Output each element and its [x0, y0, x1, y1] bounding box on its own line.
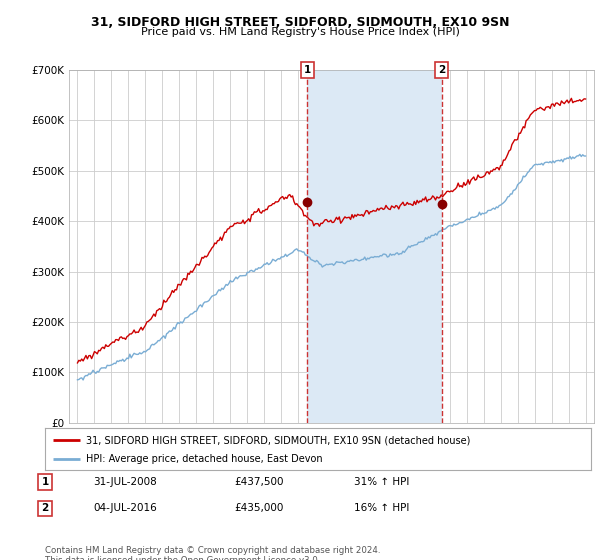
Text: 2: 2 [41, 503, 49, 514]
Text: HPI: Average price, detached house, East Devon: HPI: Average price, detached house, East… [86, 454, 323, 464]
Text: 16% ↑ HPI: 16% ↑ HPI [354, 503, 409, 514]
Text: 1: 1 [304, 65, 311, 75]
Text: 31, SIDFORD HIGH STREET, SIDFORD, SIDMOUTH, EX10 9SN: 31, SIDFORD HIGH STREET, SIDFORD, SIDMOU… [91, 16, 509, 29]
Text: 31, SIDFORD HIGH STREET, SIDFORD, SIDMOUTH, EX10 9SN (detached house): 31, SIDFORD HIGH STREET, SIDFORD, SIDMOU… [86, 435, 470, 445]
Text: 31% ↑ HPI: 31% ↑ HPI [354, 477, 409, 487]
Text: 2: 2 [438, 65, 445, 75]
Text: 04-JUL-2016: 04-JUL-2016 [93, 503, 157, 514]
Text: £435,000: £435,000 [234, 503, 283, 514]
Bar [307, 70, 442, 423]
Text: £437,500: £437,500 [234, 477, 284, 487]
Text: 31-JUL-2008: 31-JUL-2008 [93, 477, 157, 487]
Text: 1: 1 [41, 477, 49, 487]
Text: Price paid vs. HM Land Registry's House Price Index (HPI): Price paid vs. HM Land Registry's House … [140, 27, 460, 38]
Text: Contains HM Land Registry data © Crown copyright and database right 2024.
This d: Contains HM Land Registry data © Crown c… [45, 546, 380, 560]
